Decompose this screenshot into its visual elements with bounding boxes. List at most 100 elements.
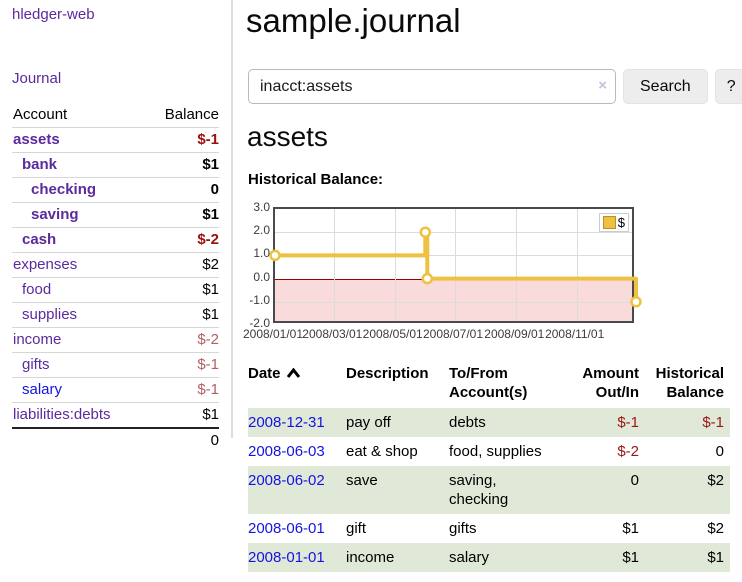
sidebar-account-supplies[interactable]: supplies xyxy=(22,306,78,323)
sidebar-account-cash[interactable]: cash xyxy=(22,231,57,248)
gridline xyxy=(516,209,518,321)
account-row: liabilities:debts $1 xyxy=(12,402,219,429)
historical-balance-chart: 3.0 2.0 1.0 0.0 -1.0 -2.0 $ 2008/01/01 2008/03… xyxy=(240,200,642,347)
clear-icon[interactable]: × xyxy=(598,77,607,94)
register-header-accounts: To/From Account(s) xyxy=(449,365,528,401)
gridline xyxy=(275,301,632,303)
account-row: assets $-1 xyxy=(12,127,219,153)
sidebar-account-bank[interactable]: bank xyxy=(22,156,58,173)
register-header-balance: Historical Balance xyxy=(655,365,724,401)
y-tick-label: -1.0 xyxy=(249,292,270,307)
sidebar-account-income[interactable]: income xyxy=(13,331,62,348)
sidebar-account-food[interactable]: food xyxy=(22,281,52,298)
transaction-balance: $2 xyxy=(707,520,724,537)
transaction-date-link[interactable]: 2008-06-02 xyxy=(248,472,325,489)
transaction-balance: $-1 xyxy=(702,414,724,431)
account-row: income $-2 xyxy=(12,327,219,353)
register-header-amount: Amount Out/In xyxy=(582,365,639,401)
account-row: salary $-1 xyxy=(12,377,219,403)
register-table-body: 2008-12-31 pay off debts $-1 $-1 2008-06-03 ea… xyxy=(248,408,730,572)
legend-label: $ xyxy=(617,215,625,230)
sidebar-account-balance: $-1 xyxy=(197,131,219,148)
gridline xyxy=(275,255,632,257)
accounts-header-balance: Balance xyxy=(164,106,219,123)
gridline xyxy=(576,209,578,321)
transaction-accounts: gifts xyxy=(449,520,477,537)
account-row: expenses $2 xyxy=(12,252,219,278)
transaction-date-link[interactable]: 2008-06-03 xyxy=(248,443,325,460)
gridline xyxy=(275,232,632,234)
gridline xyxy=(394,209,396,321)
accounts-total-row: 0 xyxy=(12,428,219,453)
chart-title: Historical Balance: xyxy=(248,171,384,188)
transaction-amount: $1 xyxy=(622,549,639,566)
brand-link[interactable]: hledger-web xyxy=(12,6,95,23)
sidebar-account-balance: $1 xyxy=(202,406,219,423)
sidebar-account-assets[interactable]: assets xyxy=(13,131,60,148)
x-tick-label: 2008/07/01 xyxy=(422,327,484,341)
transaction-amount: 0 xyxy=(630,472,639,489)
gridline xyxy=(455,209,456,321)
search-button[interactable]: Search xyxy=(623,69,708,104)
sidebar-account-balance: $1 xyxy=(202,306,219,323)
transaction-date-link[interactable]: 2008-12-31 xyxy=(248,414,325,431)
account-row: saving $1 xyxy=(12,202,219,228)
sidebar-item-journal[interactable]: Journal xyxy=(12,70,62,87)
register-row: 2008-06-03 eat & shop food, supplies $-2 0 xyxy=(248,437,730,466)
sidebar-account-salary[interactable]: salary xyxy=(22,381,63,398)
account-row: cash $-2 xyxy=(12,227,219,253)
account-heading: assets xyxy=(247,121,328,152)
sidebar-account-balance: $2 xyxy=(202,256,219,273)
sidebar-account-balance: $1 xyxy=(202,281,219,298)
x-tick-label: 2008/05/01 xyxy=(362,327,423,341)
transaction-description: eat & shop xyxy=(346,443,418,460)
account-row: checking 0 xyxy=(12,177,219,203)
transaction-description: gift xyxy=(346,520,367,537)
transaction-amount: $-1 xyxy=(617,414,639,431)
sidebar-account-gifts[interactable]: gifts xyxy=(22,356,50,373)
sidebar-account-expenses[interactable]: expenses xyxy=(13,256,78,273)
transaction-accounts: saving, checking xyxy=(449,472,509,508)
help-button[interactable]: ? xyxy=(714,69,742,104)
transaction-date-link[interactable]: 2008-01-01 xyxy=(248,549,325,566)
register-table: Date Description To/From Account(s) Amou… xyxy=(248,361,730,572)
transaction-accounts: salary xyxy=(449,549,490,566)
gridline xyxy=(334,209,336,321)
transaction-description: pay off xyxy=(346,414,391,431)
search-bar: × Search ? xyxy=(248,69,742,104)
sidebar-account-saving[interactable]: saving xyxy=(31,206,79,223)
page-title: sample.journal xyxy=(246,2,461,39)
sidebar-account-balance: 0 xyxy=(210,181,219,198)
accounts-table-body: assets $-1 bank $1 checking 0 saving $1 cash $-2 e… xyxy=(12,127,219,429)
account-row: food $1 xyxy=(12,277,219,303)
x-tick-label: 2008/11/01 xyxy=(545,327,605,341)
sidebar-account-balance: $-1 xyxy=(197,381,219,398)
account-row: gifts $-1 xyxy=(12,352,219,378)
account-row: supplies $1 xyxy=(12,302,219,328)
transaction-balance: 0 xyxy=(715,443,724,460)
register-header-date[interactable]: Date xyxy=(248,361,346,408)
sidebar-account-liabilities-debts[interactable]: liabilities:debts xyxy=(13,406,111,423)
search-input[interactable] xyxy=(248,69,616,104)
y-tick-label: 3.0 xyxy=(253,200,270,214)
register-row: 2008-06-02 save saving, checking 0 $2 xyxy=(248,466,730,514)
register-header-row: Date Description To/From Account(s) Amou… xyxy=(248,361,730,408)
transaction-date-link[interactable]: 2008-06-01 xyxy=(248,520,325,537)
transaction-balance: $2 xyxy=(707,472,724,489)
chart-plot-area[interactable]: $ xyxy=(269,207,642,323)
sort-ascending-icon xyxy=(286,367,300,378)
sidebar-account-checking[interactable]: checking xyxy=(31,181,97,198)
sidebar-account-balance: $-2 xyxy=(197,331,219,348)
legend-swatch-icon xyxy=(602,216,616,229)
account-row: bank $1 xyxy=(12,152,219,178)
register-header-description: Description xyxy=(346,365,429,382)
transaction-amount: $1 xyxy=(622,520,639,537)
x-tick-label: 2008/01/01 xyxy=(242,327,304,341)
chart-legend: $ xyxy=(598,213,629,232)
sidebar: hledger-web Journal Account Balance asse… xyxy=(0,0,233,449)
register-row: 2008-01-01 income salary $1 $1 xyxy=(248,543,730,572)
sidebar-account-balance: $1 xyxy=(202,156,219,173)
y-tick-label: 1.0 xyxy=(253,246,270,261)
x-tick-label: 2008/09/01 xyxy=(484,327,545,341)
